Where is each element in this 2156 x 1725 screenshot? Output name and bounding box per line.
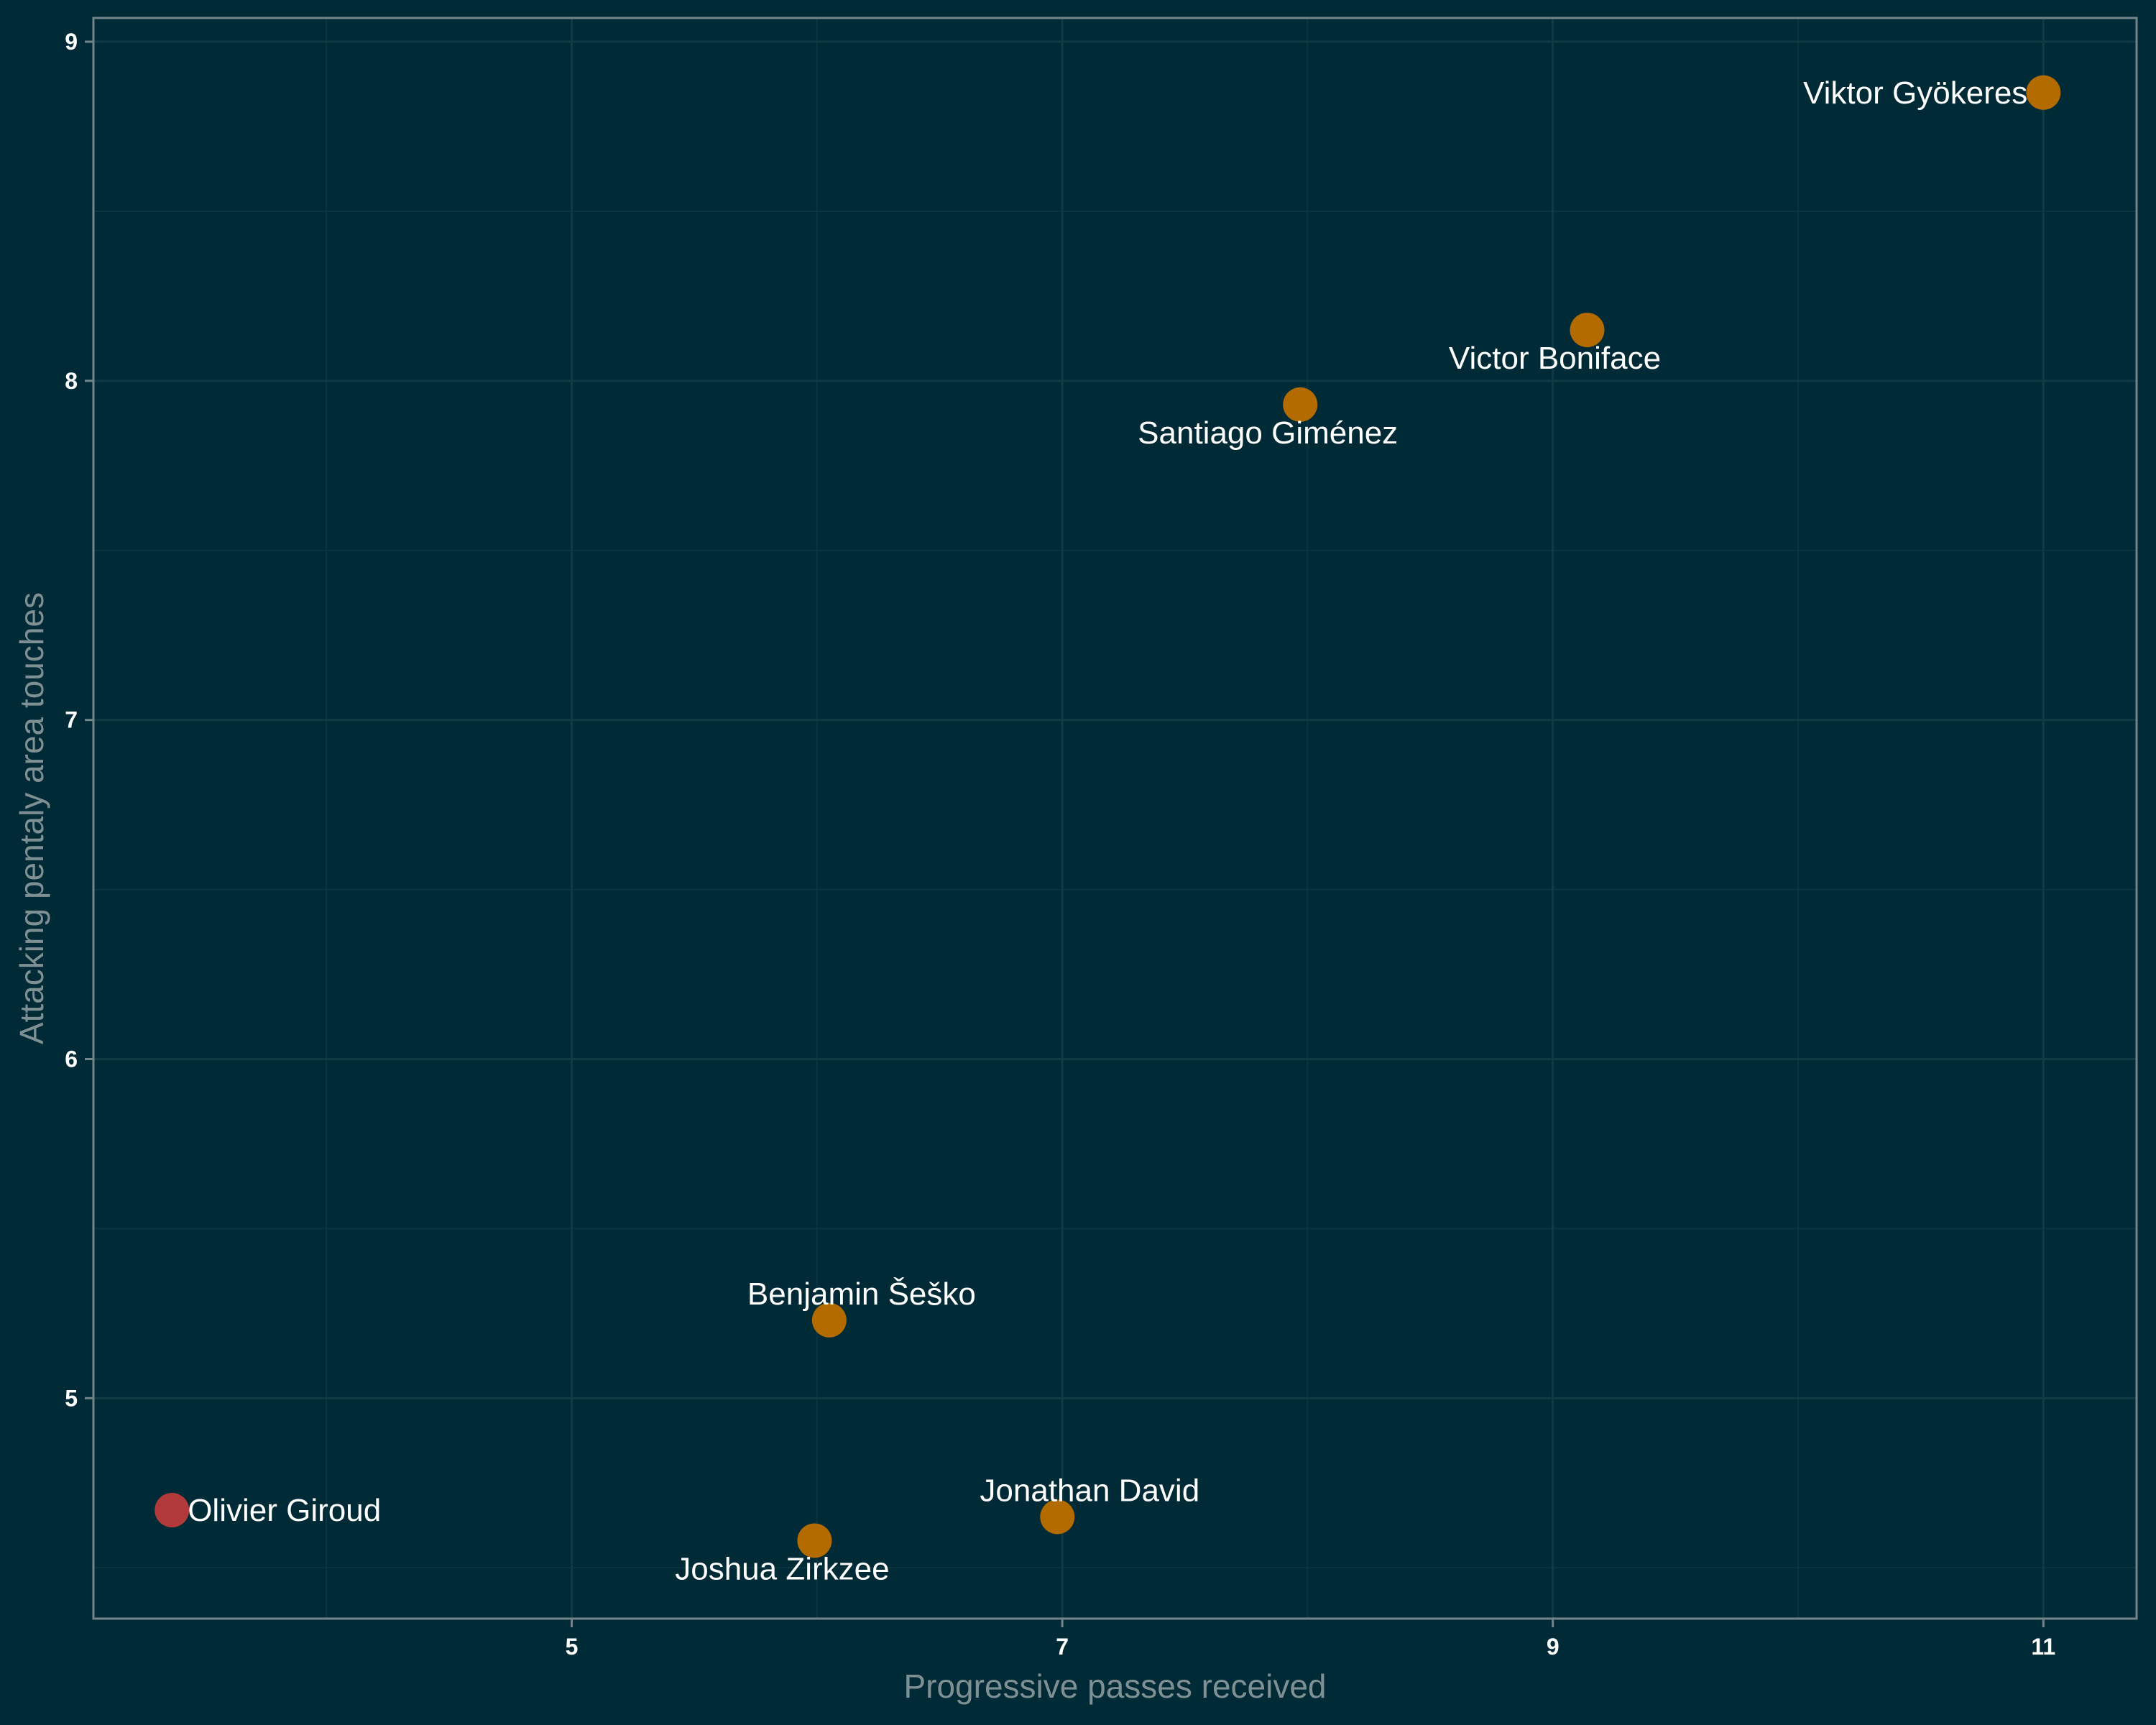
x-tick-label: 9 [1547,1634,1560,1660]
point-label: Jonathan David [980,1473,1199,1508]
point-label: Viktor Gyökeres [1803,75,2027,111]
point-label: Victor Boniface [1449,341,1661,376]
x-tick-label: 5 [566,1634,579,1660]
data-point [155,1493,190,1528]
y-tick-label: 8 [65,368,78,394]
data-point [2026,75,2061,110]
y-tick-label: 7 [65,707,78,733]
point-label: Santiago Giménez [1138,415,1398,451]
y-tick-label: 9 [65,29,78,55]
grid-lines [93,18,2137,1619]
y-tick-label: 6 [65,1046,78,1072]
x-axis-ticks: 5 7 9 11 [566,1619,2055,1660]
data-point [797,1523,832,1558]
data-points [155,75,2061,1558]
y-axis-title: Attacking pentaly area touches [13,592,50,1044]
data-point [1040,1499,1075,1535]
x-tick-label: 11 [2031,1634,2055,1660]
y-tick-label: 5 [65,1385,78,1411]
point-label: Olivier Giroud [188,1493,381,1528]
y-axis-ticks: 5 6 7 8 9 [65,29,93,1411]
point-label: Benjamin Šeško [747,1276,976,1312]
data-point [811,1302,847,1338]
data-point [1283,387,1318,422]
point-label: Joshua Zirkzee [675,1551,889,1586]
data-point [1570,313,1605,348]
x-tick-label: 7 [1056,1634,1069,1660]
point-labels: Viktor Gyökeres Victor Boniface Santiago G… [188,75,2027,1587]
x-axis-title: Progressive passes received [903,1668,1326,1705]
plot-panel-border [92,17,2138,1620]
